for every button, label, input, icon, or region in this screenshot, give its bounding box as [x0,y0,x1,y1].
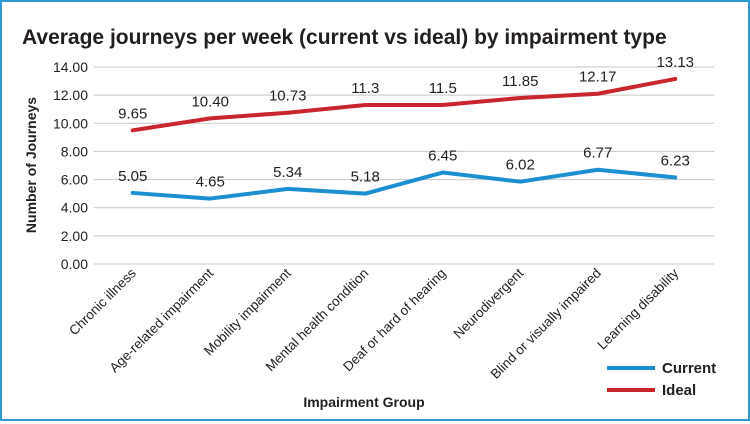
data-label-current: 5.34 [273,164,302,181]
legend: Current Ideal [607,360,716,399]
category-label: Chronic illness [66,265,139,338]
y-tick-label: 0.00 [61,256,88,272]
chart-title: Average journeys per week (current vs id… [22,26,667,49]
data-label-current: 6.02 [506,157,535,174]
y-tick-label: 6.00 [61,172,88,188]
data-labels: 5.05 4.65 5.34 5.18 6.45 6.02 6.77 6.23 9.65 10.4… [118,54,694,191]
data-label-ideal: 11.5 [429,80,457,97]
data-label-ideal: 12.17 [579,69,617,86]
data-label-current: 4.65 [196,174,225,191]
legend-label-ideal: Ideal [662,382,696,399]
y-tick-label: 12.00 [53,87,88,103]
data-label-ideal: 11.3 [351,80,379,97]
y-tick-label: 8.00 [61,143,88,159]
y-axis-title: Number of Journeys [23,97,39,233]
line-chart: Average journeys per week (current vs id… [22,26,716,410]
legend-label-current: Current [662,360,716,377]
series-line-ideal [130,76,678,133]
data-label-ideal: 9.65 [118,105,147,122]
data-label-ideal: 10.73 [269,88,307,105]
category-label: Learning disability [594,265,681,352]
data-label-current: 5.18 [351,169,380,186]
data-label-current: 6.77 [583,145,612,162]
series-lines [130,76,678,201]
y-tick-label: 14.00 [53,59,88,75]
gridlines [94,66,714,265]
y-tick-label: 10.00 [53,115,88,131]
data-label-current: 5.05 [118,168,147,185]
data-label-current: 6.45 [428,148,457,165]
y-axis-ticks: 0.00 2.00 4.00 6.00 8.00 10.00 12.00 14.00 [53,59,88,272]
data-label-current: 6.23 [661,152,690,169]
data-label-ideal: 13.13 [656,54,694,71]
series-line-current [130,167,678,201]
y-tick-label: 2.00 [61,228,88,244]
x-axis-title: Impairment Group [303,394,424,410]
category-label: Neurodivergent [450,265,526,341]
y-tick-label: 4.00 [61,200,88,216]
data-label-ideal: 10.40 [191,93,229,110]
category-label: Mobility impairment [201,265,294,358]
data-label-ideal: 11.85 [502,73,538,90]
